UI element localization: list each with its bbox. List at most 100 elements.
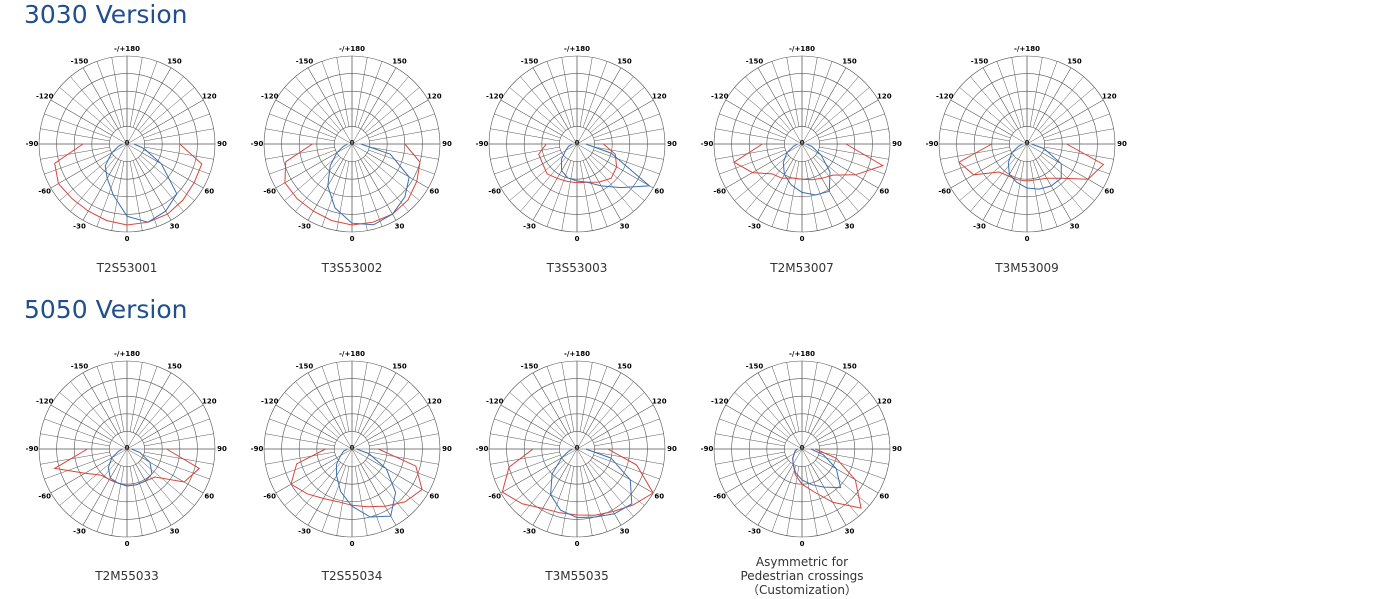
intensity-curve [792, 448, 842, 489]
angle-tick-label: 90 [217, 140, 227, 148]
angle-tick-label: -/+180 [789, 45, 815, 53]
angle-tick-label: 0 [350, 540, 355, 548]
angle-tick-label: -120 [261, 93, 279, 101]
angle-tick-label: -90 [701, 445, 714, 453]
angle-tick-label: -90 [926, 140, 939, 148]
angle-tick [82, 372, 128, 450]
angle-tick-label: 90 [1117, 140, 1127, 148]
angle-tick [725, 404, 803, 450]
angle-tick-label: 150 [167, 363, 182, 371]
angle-tick [576, 448, 654, 494]
angle-tick-label: 30 [845, 527, 855, 535]
angle-tick [351, 143, 397, 221]
angle-tick-label: 120 [202, 398, 217, 406]
angle-tick-label: -/+180 [789, 350, 815, 358]
angle-tick-label: 60 [429, 188, 439, 196]
angle-tick [500, 99, 578, 145]
angle-tick-label: 0 [1025, 235, 1030, 243]
angle-tick [801, 143, 879, 189]
intensity-curve [284, 143, 421, 226]
angle-tick-label: 0 [800, 540, 805, 548]
angle-tick-label: -30 [523, 527, 536, 535]
angle-tick [307, 67, 353, 145]
angle-tick [307, 448, 353, 526]
angle-tick-label: 120 [427, 398, 442, 406]
angle-tick-label: 120 [1102, 93, 1117, 101]
angle-tick-label: 30 [620, 222, 630, 230]
angle-tick [757, 372, 803, 450]
polar-chart: 00306090120150-/+180-150-120-90-60-30 [26, 45, 227, 243]
chart-caption: T2S53001 [96, 261, 158, 275]
angle-tick-label: 0 [800, 235, 805, 243]
angle-tick-label: -150 [521, 363, 539, 371]
angle-tick [126, 99, 204, 145]
angle-tick [532, 67, 578, 145]
angle-tick-label: -30 [748, 222, 761, 230]
angle-tick [982, 67, 1028, 145]
angle-tick-label: 30 [845, 222, 855, 230]
angle-tick-label: 120 [652, 93, 667, 101]
angle-tick [757, 67, 803, 145]
angle-tick-label: 150 [842, 363, 857, 371]
chart-caption: T3S53003 [546, 261, 608, 275]
angle-tick-label: -90 [251, 445, 264, 453]
angle-tick-label: -120 [711, 398, 729, 406]
angle-tick-label: -120 [261, 398, 279, 406]
intensity-curve [733, 143, 885, 181]
angle-tick-label: -30 [73, 222, 86, 230]
angle-tick [801, 372, 847, 450]
angle-tick [82, 67, 128, 145]
angle-tick-label: 60 [204, 493, 214, 501]
angle-tick-label: 0 [575, 540, 580, 548]
angle-tick-label: 150 [617, 58, 632, 66]
angle-tick [50, 448, 128, 494]
angle-tick [576, 67, 622, 145]
intensity-curve [550, 448, 633, 519]
angle-tick [500, 404, 578, 450]
angle-tick-label: -30 [298, 222, 311, 230]
angle-tick-label: 120 [877, 93, 892, 101]
angle-tick-label: 30 [395, 527, 405, 535]
angle-tick-label: -150 [296, 363, 314, 371]
angle-tick-label: -/+180 [114, 45, 140, 53]
angle-tick-label: 90 [892, 445, 902, 453]
angle-tick-label: -90 [251, 140, 264, 148]
intensity-curve [54, 143, 203, 226]
angle-tick-label: 120 [202, 93, 217, 101]
angle-tick [50, 143, 128, 189]
angle-tick-label: -150 [971, 58, 989, 66]
angle-tick-label: -60 [488, 188, 501, 196]
angle-tick-label: 0 [350, 235, 355, 243]
angle-tick [275, 143, 353, 189]
angle-tick-label: -60 [938, 188, 951, 196]
angle-tick-label: -30 [973, 222, 986, 230]
intensity-curve [1007, 143, 1062, 190]
polar-chart: 00306090120150-/+180-150-120-90-60-30 [701, 45, 902, 243]
angle-tick-label: 120 [652, 398, 667, 406]
angle-tick [801, 99, 879, 145]
angle-tick-label: -/+180 [339, 350, 365, 358]
angle-tick-label: 90 [667, 445, 677, 453]
chart-caption: T2M53007 [770, 261, 834, 275]
angle-tick-label: -/+180 [339, 45, 365, 53]
angle-tick-label: -60 [263, 188, 276, 196]
angle-tick [801, 143, 847, 221]
angle-tick [275, 404, 353, 450]
intensity-curve [501, 448, 654, 516]
angle-tick [82, 448, 128, 526]
angle-tick [351, 67, 397, 145]
angle-tick [725, 448, 803, 494]
angle-tick-label: 30 [1070, 222, 1080, 230]
angle-tick [532, 143, 578, 221]
angle-tick-label: -150 [746, 363, 764, 371]
angle-tick [50, 99, 128, 145]
angle-tick-label: 60 [879, 493, 889, 501]
angle-tick-label: 30 [170, 527, 180, 535]
angle-tick-label: 150 [392, 58, 407, 66]
angle-tick-label: -150 [71, 363, 89, 371]
angle-tick [757, 448, 803, 526]
polar-chart: 00306090120150-/+180-150-120-90-60-30 [926, 45, 1127, 243]
angle-tick [351, 372, 397, 450]
angle-tick [576, 372, 622, 450]
angle-tick-label: -120 [486, 93, 504, 101]
